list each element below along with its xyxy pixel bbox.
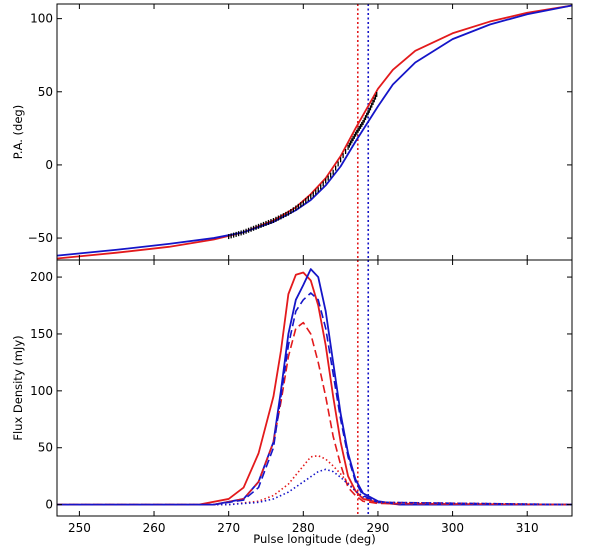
panel0-frame bbox=[56, 3, 573, 261]
flux-panel: 0 50 100 150 200 250 260 270 280 290 300 310 Flux De… bbox=[11, 259, 573, 546]
pa-panel: −50 0 50 100 P.A. (deg) bbox=[11, 3, 573, 261]
panel1-series-4 bbox=[57, 454, 572, 506]
panel1-xtick-label: 290 bbox=[366, 521, 389, 535]
panel0-ytick-label: 100 bbox=[30, 12, 53, 26]
panel1-xtick-label: 280 bbox=[292, 521, 315, 535]
panel1-xtick-label: 270 bbox=[217, 521, 240, 535]
panel1-frame bbox=[56, 259, 573, 517]
panel1-xtick-label: 250 bbox=[68, 521, 91, 535]
panel0-ytick-label: −50 bbox=[28, 231, 53, 245]
panel1-ytick-label: 150 bbox=[30, 327, 53, 341]
panel1-ytick-label: 200 bbox=[30, 270, 53, 284]
panel1-series-2 bbox=[57, 321, 572, 506]
panel0-ytick-label: 50 bbox=[38, 85, 53, 99]
panel0-series-0 bbox=[57, 4, 572, 260]
panel1-xtick-label: 310 bbox=[516, 521, 539, 535]
panel1-series-3 bbox=[57, 292, 572, 506]
panel0-plot-area bbox=[57, 4, 572, 260]
panel1-series-1 bbox=[57, 268, 572, 506]
panel0-series-1 bbox=[57, 4, 572, 257]
panel1-ytick-label: 50 bbox=[38, 441, 53, 455]
panel1-xtick-label: 260 bbox=[143, 521, 166, 535]
panel1-xtick-label: 300 bbox=[441, 521, 464, 535]
panel1-xlabel: Pulse longitude (deg) bbox=[253, 532, 375, 546]
panel1-series-0 bbox=[57, 271, 572, 506]
panel1-ytick-label: 100 bbox=[30, 384, 53, 398]
panel1-series-5 bbox=[57, 468, 572, 506]
panel1-plot-area bbox=[57, 260, 572, 516]
panel1-ylabel: Flux Density (mJy) bbox=[11, 335, 25, 440]
panel1-ytick-label: 0 bbox=[45, 498, 53, 512]
panel0-ytick-label: 0 bbox=[45, 158, 53, 172]
panel0-ylabel: P.A. (deg) bbox=[11, 105, 25, 159]
